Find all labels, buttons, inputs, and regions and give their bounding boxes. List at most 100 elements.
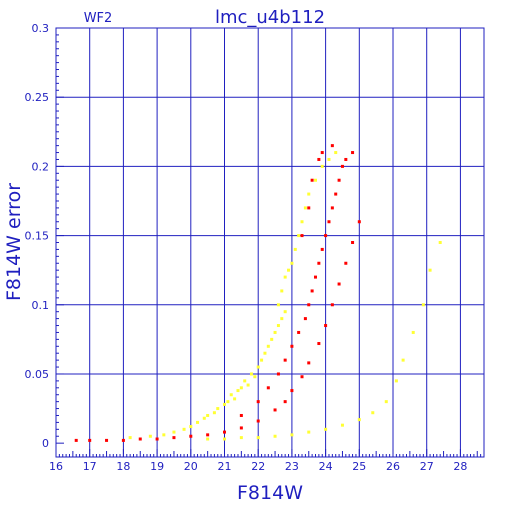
data-point-yellow (212, 411, 216, 415)
data-point-yellow (216, 407, 220, 411)
data-point-yellow (290, 261, 294, 265)
data-point-red (327, 220, 331, 224)
data-point-red (256, 419, 260, 423)
y-tick-label: 0 (42, 437, 49, 450)
data-point-yellow (276, 303, 280, 307)
data-point-red (330, 206, 334, 210)
x-tick-label: 18 (116, 460, 130, 473)
data-point-red (74, 438, 78, 442)
y-tick-label: 0.1 (32, 299, 50, 312)
data-point-red (239, 413, 243, 417)
data-point-red (344, 157, 348, 161)
data-point-red (273, 408, 277, 412)
data-point-yellow (256, 365, 260, 369)
data-point-yellow (260, 358, 264, 362)
data-point-red (337, 282, 341, 286)
data-point-yellow (233, 397, 237, 401)
data-point-red (334, 192, 338, 196)
x-tick-labels: 16 17 18 19 20 21 22 23 24 25 26 27 28 (49, 460, 467, 473)
data-point-yellow (313, 178, 317, 182)
data-point-red (357, 220, 361, 224)
x-tick-label: 26 (386, 460, 400, 473)
data-point-yellow (287, 268, 291, 272)
data-point-red (300, 375, 304, 379)
data-point-yellow (239, 386, 243, 390)
x-tick-label: 21 (218, 460, 232, 473)
data-point-red (330, 144, 334, 148)
data-point-red (300, 234, 304, 238)
data-point-yellow (411, 330, 415, 334)
data-point-red (155, 437, 159, 441)
data-point-red (121, 438, 125, 442)
data-point-yellow (428, 268, 432, 272)
data-point-red (223, 430, 227, 434)
y-axis-label: F814W error (3, 183, 25, 301)
data-point-red (337, 178, 341, 182)
data-point-red (320, 151, 324, 155)
data-point-yellow (256, 436, 260, 440)
data-point-yellow (249, 372, 253, 376)
data-point-yellow (280, 317, 284, 321)
x-tick-label: 27 (420, 460, 434, 473)
chart-subtitle: WF2 (84, 11, 113, 26)
data-point-red (256, 400, 260, 404)
data-point-red (105, 438, 109, 442)
data-point-red (307, 303, 311, 307)
data-point-red (266, 386, 270, 390)
data-point-yellow (223, 402, 227, 406)
data-point-yellow (293, 247, 297, 251)
data-point-red (297, 330, 301, 334)
data-point-yellow (206, 413, 210, 417)
data-point-yellow (266, 344, 270, 348)
data-point-red (303, 317, 307, 321)
data-points (74, 144, 442, 442)
x-tick-label: 28 (453, 460, 467, 473)
data-point-red (320, 247, 324, 251)
data-point-yellow (438, 241, 442, 244)
data-point-yellow (307, 192, 311, 196)
data-point-yellow (172, 430, 176, 434)
data-point-yellow (401, 358, 405, 362)
x-tick-label: 24 (319, 460, 333, 473)
data-point-red (138, 437, 142, 441)
data-point-yellow (206, 437, 210, 441)
data-point-red (310, 289, 314, 293)
data-point-yellow (273, 330, 277, 334)
data-point-red (239, 426, 243, 430)
data-point-red (324, 234, 328, 238)
data-point-yellow (223, 437, 227, 441)
axis-ticks (55, 27, 485, 457)
data-point-yellow (327, 157, 331, 161)
data-point-yellow (290, 433, 294, 437)
data-point-red (206, 433, 210, 437)
data-point-yellow (246, 383, 250, 387)
data-point-red (317, 261, 321, 265)
data-point-red (290, 344, 294, 348)
x-tick-label: 23 (285, 460, 299, 473)
data-point-red (276, 372, 280, 376)
data-point-red (313, 275, 317, 279)
grid-lines (56, 28, 484, 457)
data-point-red (283, 358, 287, 362)
data-point-red (307, 206, 311, 210)
data-point-yellow (128, 436, 132, 440)
data-point-yellow (202, 416, 206, 420)
data-point-yellow (270, 337, 274, 341)
data-point-yellow (189, 425, 193, 429)
data-point-yellow (148, 434, 152, 438)
data-point-yellow (243, 379, 247, 383)
y-tick-label: 0.15 (25, 230, 50, 243)
chart-title: lmc_u4b112 (215, 7, 325, 28)
data-point-yellow (253, 375, 257, 379)
data-point-red (340, 164, 344, 168)
data-point-red (310, 178, 314, 182)
data-point-yellow (162, 433, 166, 437)
y-tick-label: 0.05 (25, 368, 50, 381)
data-point-red (290, 389, 294, 393)
data-point-yellow (276, 324, 280, 328)
data-point-yellow (421, 303, 425, 307)
data-point-yellow (340, 423, 344, 427)
data-point-red (88, 438, 92, 442)
data-point-yellow (394, 379, 398, 383)
data-point-yellow (182, 427, 186, 431)
